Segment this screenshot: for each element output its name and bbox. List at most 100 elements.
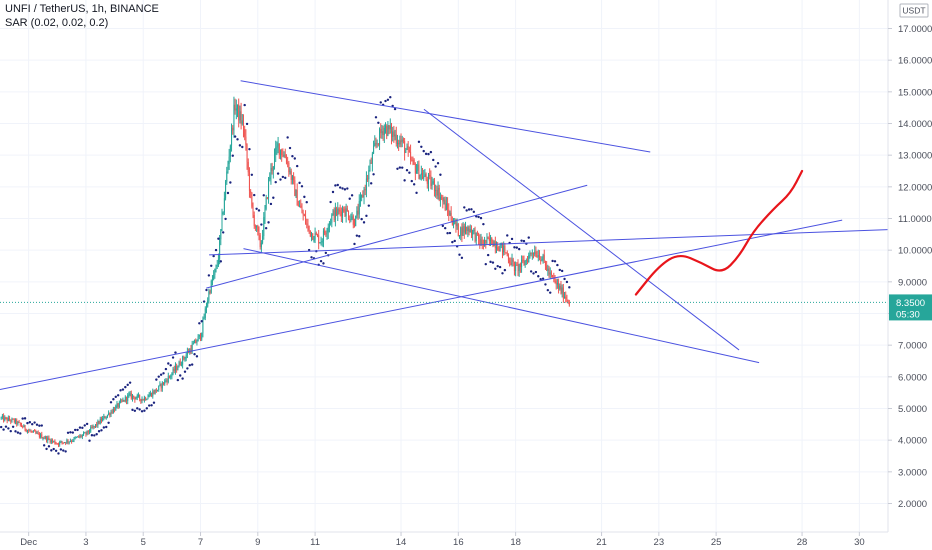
candle-body <box>278 143 280 155</box>
candle-body <box>62 442 64 444</box>
candle-body <box>399 140 401 145</box>
candle-body <box>103 416 105 419</box>
candle-body <box>461 227 463 236</box>
candle-body <box>220 229 222 240</box>
candle-body <box>97 420 99 426</box>
candle-body <box>160 384 162 389</box>
sar-dot <box>14 430 17 433</box>
sar-dot <box>260 223 263 226</box>
candle-body <box>550 272 552 275</box>
sar-dot <box>50 449 53 452</box>
candle-body <box>149 393 151 396</box>
candle-body <box>253 215 255 226</box>
trendline <box>240 80 651 153</box>
candle-body <box>402 139 404 142</box>
candle-body <box>251 192 253 207</box>
sar-dot <box>231 154 234 157</box>
sar-dot <box>556 263 559 267</box>
candle-body <box>77 436 79 438</box>
time-tick-label: 7 <box>198 537 203 548</box>
candle-body <box>86 430 88 435</box>
candle-body <box>202 319 204 334</box>
candle-body <box>488 238 490 242</box>
candle-body <box>148 395 150 398</box>
candle-body <box>18 421 20 423</box>
candle-body <box>74 437 76 439</box>
candle-body <box>537 255 539 257</box>
candle-body <box>529 252 531 256</box>
candle-body <box>63 442 65 444</box>
candle-body <box>358 201 360 215</box>
candle-body <box>216 265 218 267</box>
candle-body <box>314 233 316 240</box>
candle-body <box>357 210 359 215</box>
candle-body <box>194 340 196 344</box>
candle-body <box>50 440 52 443</box>
price-tick-label: 6.0000 <box>898 372 927 383</box>
price-tick-label: 16.0000 <box>898 56 932 67</box>
sar-dot <box>2 428 5 431</box>
candle-body <box>321 240 323 243</box>
candle-body <box>121 400 123 402</box>
candle-body <box>180 364 182 366</box>
sar-dot <box>195 355 199 358</box>
sar-dot <box>372 173 375 176</box>
price-tick-label: 2.0000 <box>898 499 927 510</box>
sar-dot <box>360 217 363 221</box>
candle-body <box>503 245 505 253</box>
candle-body <box>285 158 287 163</box>
candle-body <box>263 217 265 237</box>
sar-dot <box>190 363 194 366</box>
candle-body <box>66 440 68 444</box>
candle-body <box>496 247 498 249</box>
candle-body <box>12 418 14 420</box>
sar-dot <box>477 215 480 219</box>
sar-dot <box>384 99 387 103</box>
sar-dot <box>229 181 232 184</box>
candle-body <box>6 417 8 421</box>
sar-dot <box>498 265 502 269</box>
candle-body <box>348 211 350 220</box>
sar-dot <box>71 431 75 434</box>
time-tick-label: 5 <box>141 537 146 548</box>
candle-body <box>57 443 59 445</box>
candle-body <box>558 282 560 290</box>
candle-body <box>486 237 488 244</box>
sar-dot <box>78 426 82 429</box>
candle-body <box>326 232 328 234</box>
candle-body <box>566 298 568 300</box>
candle-body <box>516 264 518 266</box>
candle-body <box>559 285 561 290</box>
sar-dot <box>358 235 361 238</box>
candle-body <box>167 375 169 383</box>
sar-dot <box>114 395 117 399</box>
sar-dot <box>90 434 94 437</box>
candle-body <box>328 222 330 228</box>
sar-dot <box>496 264 499 268</box>
sar-dot <box>446 232 449 235</box>
sar-dot <box>460 256 464 260</box>
candle-body <box>410 151 412 160</box>
candle-body <box>258 231 260 236</box>
candle-body <box>398 142 400 145</box>
candle-body <box>303 214 305 216</box>
sar-dot <box>102 426 106 429</box>
sar-dot <box>200 320 203 323</box>
candle-body <box>565 296 567 299</box>
candle-body <box>265 197 267 209</box>
candle-body <box>178 361 180 368</box>
candle-body <box>106 414 108 418</box>
sar-dot <box>210 264 213 267</box>
sar-dot <box>448 231 452 235</box>
sar-dot <box>527 236 530 239</box>
candle-body <box>306 223 308 225</box>
candle-body <box>31 431 33 433</box>
sar-dot <box>549 291 552 294</box>
candle-body <box>332 210 334 215</box>
sar-dot <box>207 274 211 277</box>
sar-dot <box>167 362 170 365</box>
candle-body <box>316 234 318 236</box>
candle-body <box>523 261 525 266</box>
candle-body <box>438 187 440 200</box>
